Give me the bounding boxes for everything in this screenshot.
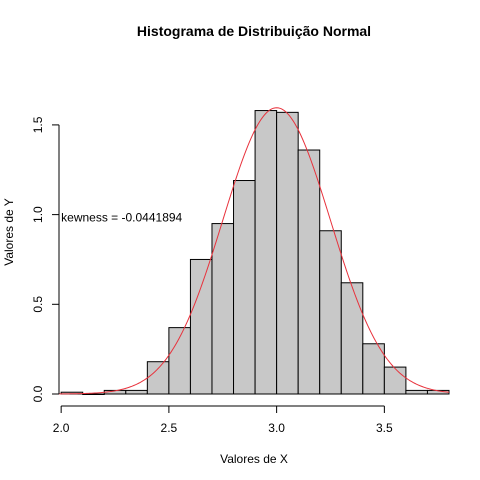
y-tick-label: 0.5 [31,296,45,313]
histogram-bar [276,111,299,395]
density-curve [58,107,450,395]
histogram-bar [297,149,321,395]
x-axis: 2.0 2.5 3.0 3.5 [53,405,393,435]
histogram-bar [146,361,170,395]
chart-title: Histograma de Distribuição Normal [137,23,371,39]
y-tick-label: 0.0 [31,385,45,402]
histogram-bar [233,180,256,395]
histogram-bar [383,366,407,395]
x-tick-label: 3.5 [376,421,393,435]
histogram-bar [362,343,385,395]
y-tick-label: 1.5 [31,116,45,133]
histogram-bar [189,258,213,395]
skewness-annotation: kewness = -0.0441894 [61,210,182,224]
histogram-bar [319,230,342,395]
y-axis-label: Valores de Y [2,198,16,266]
y-axis: 0.0 0.5 1.0 1.5 [31,116,60,402]
histogram-bar [125,389,148,395]
histogram-bars [60,110,450,395]
y-tick-label: 1.0 [31,206,45,223]
x-axis-label: Valores de X [220,452,288,466]
histogram-bar [340,282,364,395]
x-tick-label: 2.5 [161,421,178,435]
histogram-bar [211,223,235,395]
histogram-bar [254,110,278,395]
histogram-bar [405,389,428,395]
x-tick-label: 2.0 [53,421,70,435]
histogram-bar [82,393,105,395]
x-tick-label: 3.0 [268,421,285,435]
